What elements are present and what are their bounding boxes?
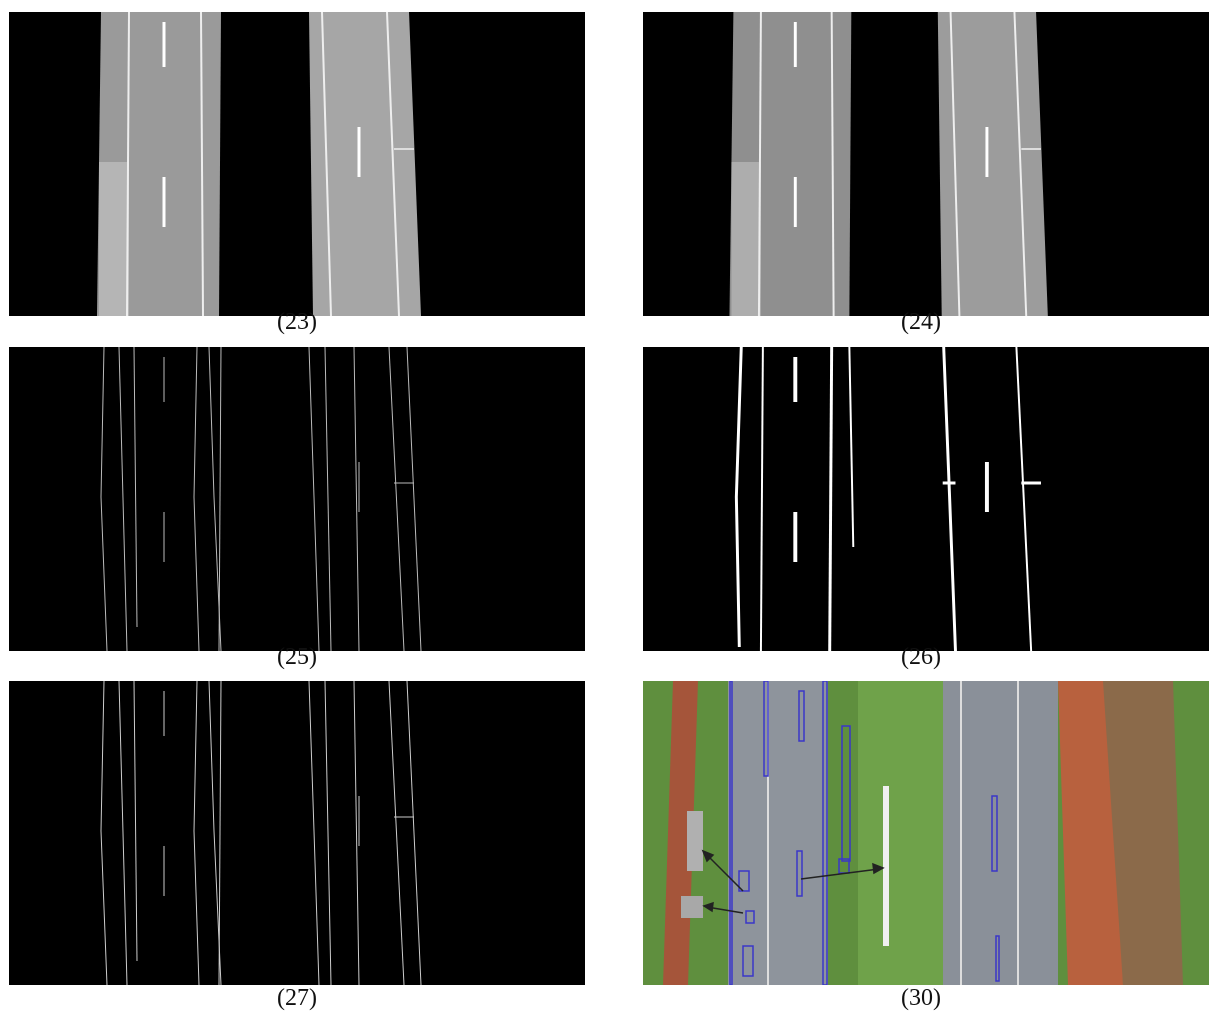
image-panel bbox=[643, 347, 1209, 651]
caption: (26) bbox=[633, 645, 1209, 669]
image-panel bbox=[9, 347, 585, 651]
caption: (24) bbox=[633, 310, 1209, 334]
caption: (25) bbox=[9, 645, 585, 669]
binary-map bbox=[643, 347, 1209, 651]
image-panel bbox=[9, 12, 585, 316]
road-grayscale bbox=[9, 12, 585, 316]
caption: (23) bbox=[9, 310, 585, 334]
image-panel bbox=[643, 12, 1209, 316]
image-panel bbox=[643, 681, 1209, 985]
edge-map-refined bbox=[9, 681, 585, 985]
figure: {"panels": [{"caption": "(23)"}, {"capti… bbox=[0, 0, 1210, 1011]
aerial-detection bbox=[643, 681, 1209, 985]
road-grayscale-enhanced bbox=[643, 12, 1209, 316]
caption: (27) bbox=[9, 986, 585, 1010]
edge-map bbox=[9, 347, 585, 651]
image-panel bbox=[9, 681, 585, 985]
caption: (30) bbox=[633, 986, 1209, 1010]
